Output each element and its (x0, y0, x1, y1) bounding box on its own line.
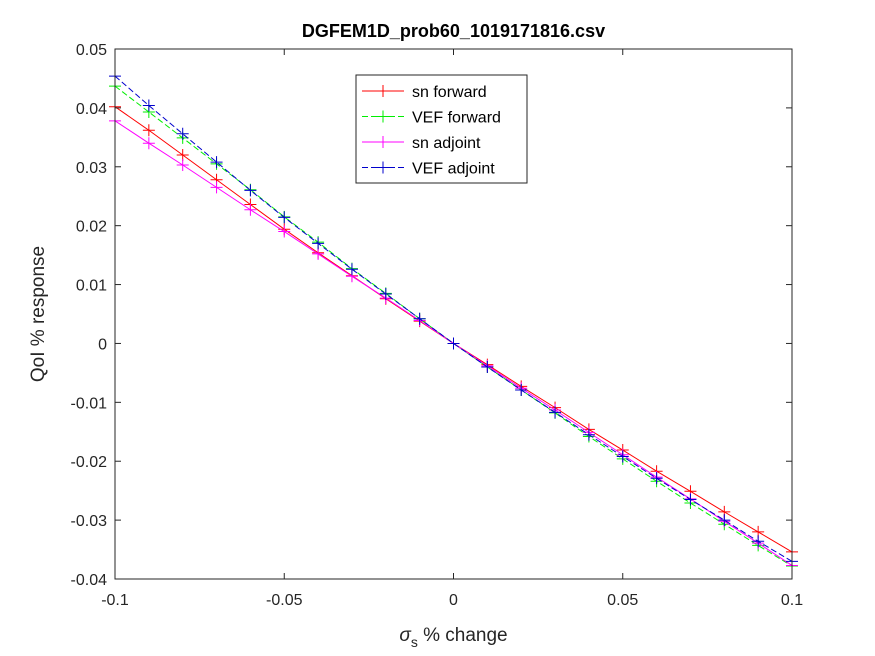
y-tick-label: -0.04 (71, 572, 108, 589)
data-point (142, 137, 155, 150)
series-line (114, 75, 793, 562)
data-point (515, 383, 528, 396)
series-vef-adjoint (109, 70, 798, 568)
y-tick-label: 0.04 (76, 101, 107, 118)
y-tick-label: -0.03 (71, 513, 108, 530)
data-point (549, 406, 562, 419)
data-point (312, 247, 325, 260)
data-point (210, 156, 223, 169)
x-tick-label: 0.05 (607, 592, 638, 609)
x-tick-label: -0.05 (266, 592, 303, 609)
data-point (176, 159, 189, 172)
series-layer (109, 70, 798, 573)
x-axis-label-symbol: σ (399, 625, 412, 646)
y-tick-label: 0 (98, 336, 107, 353)
data-point (379, 287, 392, 300)
legend-label: VEF forward (412, 110, 501, 127)
data-point (447, 337, 460, 350)
x-axis-label: σs % change (399, 625, 507, 650)
legend-box (355, 74, 528, 184)
data-point (616, 450, 629, 463)
data-point (244, 184, 257, 197)
data-point (718, 514, 731, 527)
data-point (582, 428, 595, 441)
data-point (278, 211, 291, 224)
legend-marker (377, 110, 389, 123)
x-axis-label-subscript: s (411, 634, 418, 650)
legend: sn forward VEF forward sn adjoint VEF adjoi… (355, 74, 528, 184)
legend-marker (377, 161, 389, 174)
x-tick-label: 0 (449, 592, 458, 609)
ticks-layer: -0.1 -0.05 0 0.05 0.1 -0.04 -0.03 -0.02 -0.01 0 0.… (71, 42, 804, 609)
legend-marker (377, 136, 389, 148)
data-point (210, 181, 223, 194)
x-axis-label-text: % change (418, 625, 508, 646)
chart-title: DGFEM1D_prob60_1019171816.csv (302, 21, 605, 41)
y-tick-label: 0.03 (76, 160, 107, 177)
data-point (684, 493, 697, 506)
y-tick-label: 0.02 (76, 219, 107, 236)
legend-label: sn adjoint (412, 135, 481, 152)
data-point (142, 124, 155, 137)
data-point (345, 263, 358, 276)
data-point (278, 225, 291, 238)
data-point (481, 361, 494, 373)
data-point (176, 149, 189, 161)
data-point (650, 472, 663, 485)
y-axis-label: QoI % response (28, 246, 49, 382)
y-tick-label: -0.01 (71, 395, 108, 412)
y-tick-label: 0.01 (76, 278, 107, 295)
y-tick-label: -0.02 (71, 454, 108, 471)
legend-marker (377, 85, 389, 97)
data-point (176, 127, 189, 140)
legend-label: sn forward (412, 84, 487, 101)
x-tick-label: -0.1 (101, 592, 129, 609)
data-point (244, 203, 257, 216)
data-point (312, 237, 325, 250)
legend-label: VEF adjoint (412, 161, 495, 178)
data-point (413, 312, 426, 325)
data-point (142, 99, 155, 112)
y-tick-label: 0.05 (76, 42, 107, 59)
x-tick-label: 0.1 (781, 592, 803, 609)
data-point (752, 535, 765, 548)
